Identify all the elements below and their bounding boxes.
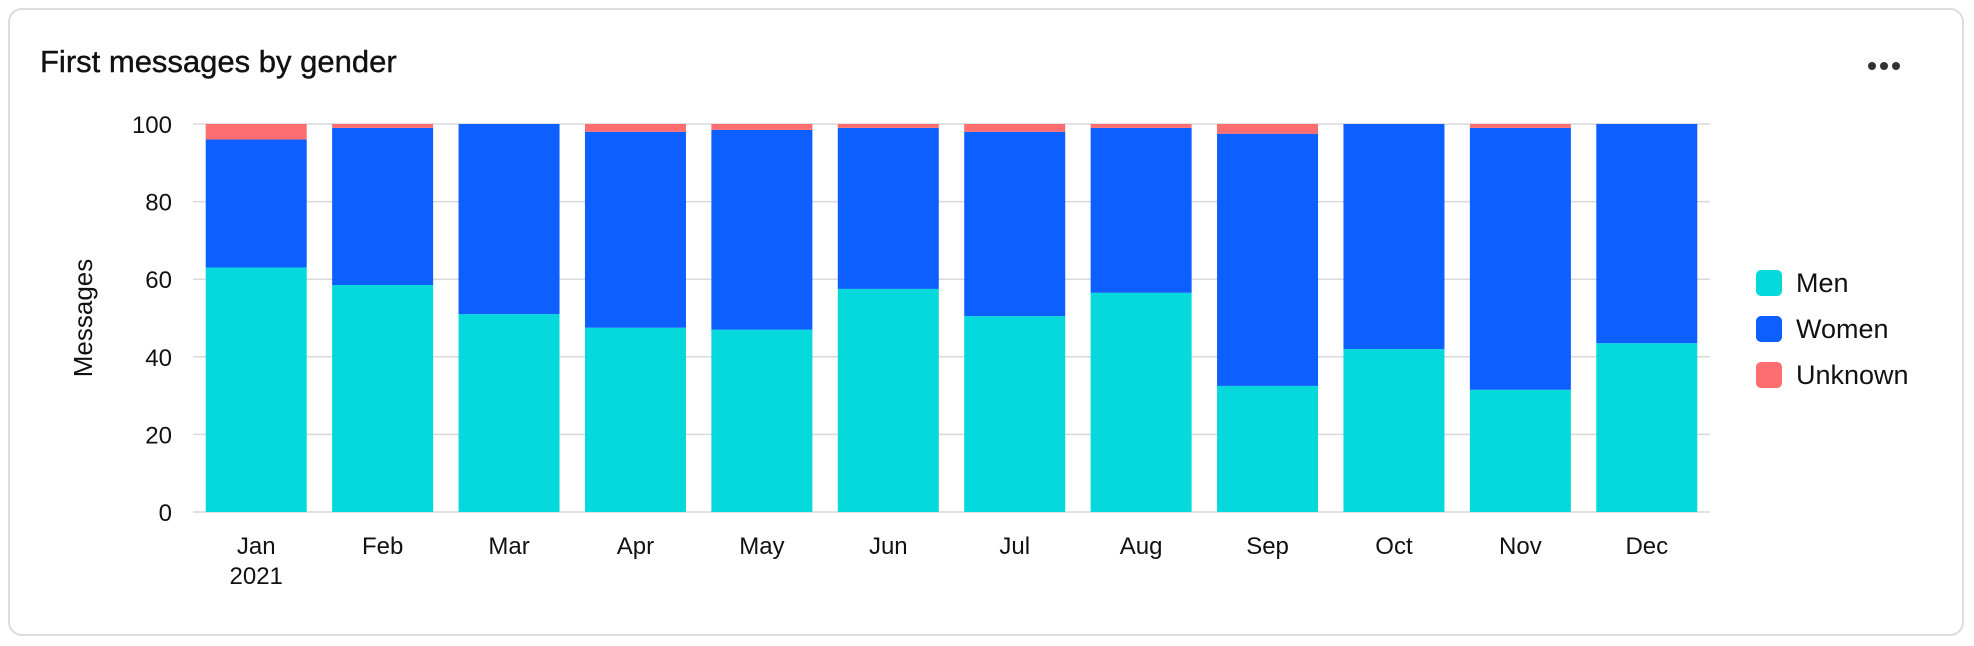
bar-aug-women[interactable] [1090,127,1192,293]
y-tick-label-20: 20 [145,422,172,449]
legend-item-women[interactable]: Women [1756,306,1909,352]
legend-item-men[interactable]: Men [1756,260,1909,306]
x-tick-label-aug: Aug [1120,533,1163,560]
x-tick-label-oct: Oct [1375,533,1413,560]
legend-item-unknown[interactable]: Unknown [1756,352,1909,398]
chart-title: First messages by gender [40,44,397,79]
y-tick-label-100: 100 [132,112,172,139]
bar-oct-women[interactable] [1343,124,1445,350]
bar-dec-women[interactable] [1596,124,1698,344]
more-options-button[interactable] [1860,52,1908,80]
bar-oct-men[interactable] [1343,349,1445,512]
bar-apr-unknown[interactable] [584,124,686,132]
bar-apr-women[interactable] [584,131,686,328]
bar-nov-unknown[interactable] [1469,124,1571,128]
bar-may-women[interactable] [711,129,813,330]
legend-swatch-women [1756,316,1782,342]
x-tick-label-jul: Jul [999,533,1030,560]
bar-sep-unknown[interactable] [1217,124,1319,134]
x-tick-label-feb: Feb [362,533,403,560]
bar-jul-unknown[interactable] [964,124,1066,132]
bar-jan-men[interactable] [205,267,307,512]
chart-bars [205,124,1698,512]
bar-jun-unknown[interactable] [837,124,939,128]
bar-may-men[interactable] [711,329,813,512]
bar-aug-men[interactable] [1090,292,1192,512]
bar-jan-unknown[interactable] [205,124,307,140]
legend-label-unknown: Unknown [1796,359,1909,390]
x-axis-ticks: Jan 2021 Feb Mar Apr May Jun Jul Aug Sep Oct Nov Dec [230,533,1669,590]
bar-aug-unknown[interactable] [1090,124,1192,128]
bar-mar-men[interactable] [458,314,560,512]
x-tick-sublabel-jan: 2021 [230,563,283,590]
x-tick-label-may: May [739,533,784,560]
x-tick-label-mar: Mar [488,533,529,560]
legend-label-men: Men [1796,267,1849,298]
y-tick-label-40: 40 [145,345,172,372]
x-tick-label-dec: Dec [1625,533,1668,560]
x-tick-label-jun: Jun [869,533,908,560]
bar-may-unknown[interactable] [711,124,813,130]
bar-jun-men[interactable] [837,288,939,512]
bar-dec-men[interactable] [1596,343,1698,512]
chart-legend: Men Women Unknown [1756,260,1909,398]
bar-feb-unknown[interactable] [332,124,434,128]
bar-feb-women[interactable] [332,127,434,286]
legend-swatch-unknown [1756,362,1782,388]
bar-mar-women[interactable] [458,124,560,315]
x-tick-label-nov: Nov [1499,533,1542,560]
y-tick-label-0: 0 [159,500,172,527]
bar-jun-women[interactable] [837,127,939,289]
bar-nov-women[interactable] [1469,127,1571,390]
x-tick-label-sep: Sep [1246,533,1289,560]
bar-apr-men[interactable] [584,327,686,512]
y-axis-ticks: 0 20 40 60 80 100 [132,112,172,527]
bar-nov-men[interactable] [1469,389,1571,512]
y-tick-label-80: 80 [145,190,172,217]
chart-gridlines [193,123,1710,513]
bar-jul-women[interactable] [964,131,1066,317]
bar-jan-women[interactable] [205,139,307,268]
x-tick-label-jan: Jan [237,533,276,560]
bar-jul-men[interactable] [964,316,1066,512]
bar-sep-men[interactable] [1217,385,1319,512]
y-tick-label-60: 60 [145,267,172,294]
legend-label-women: Women [1796,313,1889,344]
bar-sep-women[interactable] [1217,133,1319,386]
legend-swatch-men [1756,270,1782,296]
more-horizontal-icon [1868,62,1900,70]
bar-feb-men[interactable] [332,285,434,512]
x-tick-label-apr: Apr [617,533,654,560]
y-axis-title: Messages [68,259,98,378]
